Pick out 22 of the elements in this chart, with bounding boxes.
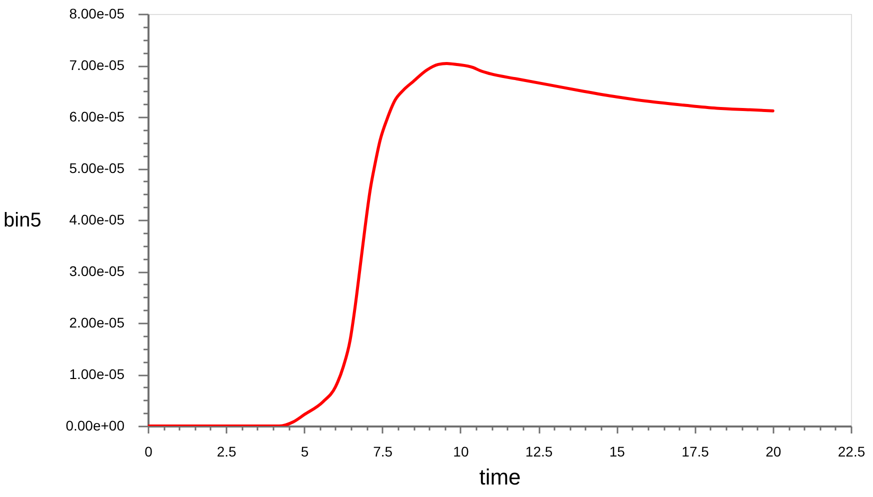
x-axis-title: time bbox=[479, 464, 521, 490]
x-tick-label: 7.5 bbox=[373, 444, 393, 460]
line-series bbox=[148, 62, 774, 426]
y-tick-label: 8.00e-05 bbox=[69, 6, 125, 22]
x-tick-label: 0 bbox=[144, 444, 153, 460]
x-tick-label: 10 bbox=[453, 444, 469, 460]
y-tick-label: 1.00e-05 bbox=[69, 366, 125, 382]
y-tick-label: 4.00e-05 bbox=[69, 212, 125, 228]
y-tick-label: 2.00e-05 bbox=[69, 314, 125, 330]
x-tick-label: 15 bbox=[609, 444, 626, 460]
y-tick-label: 6.00e-05 bbox=[69, 108, 125, 124]
x-tick-label: 5 bbox=[300, 444, 309, 460]
y-tick-label: 7.00e-05 bbox=[69, 57, 125, 73]
y-tick-label: 3.00e-05 bbox=[69, 263, 125, 279]
y-tick-label: 0.00e+00 bbox=[66, 418, 125, 434]
x-tick-label: 22.5 bbox=[838, 444, 866, 460]
x-tick-label: 20 bbox=[766, 444, 782, 460]
x-tick-label: 12.5 bbox=[525, 444, 553, 460]
x-tick-label: 2.5 bbox=[216, 444, 237, 460]
y-tick-label: 5.00e-05 bbox=[69, 160, 125, 176]
y-axis-title: bin5 bbox=[4, 210, 42, 232]
x-tick-label: 17.5 bbox=[682, 444, 710, 460]
